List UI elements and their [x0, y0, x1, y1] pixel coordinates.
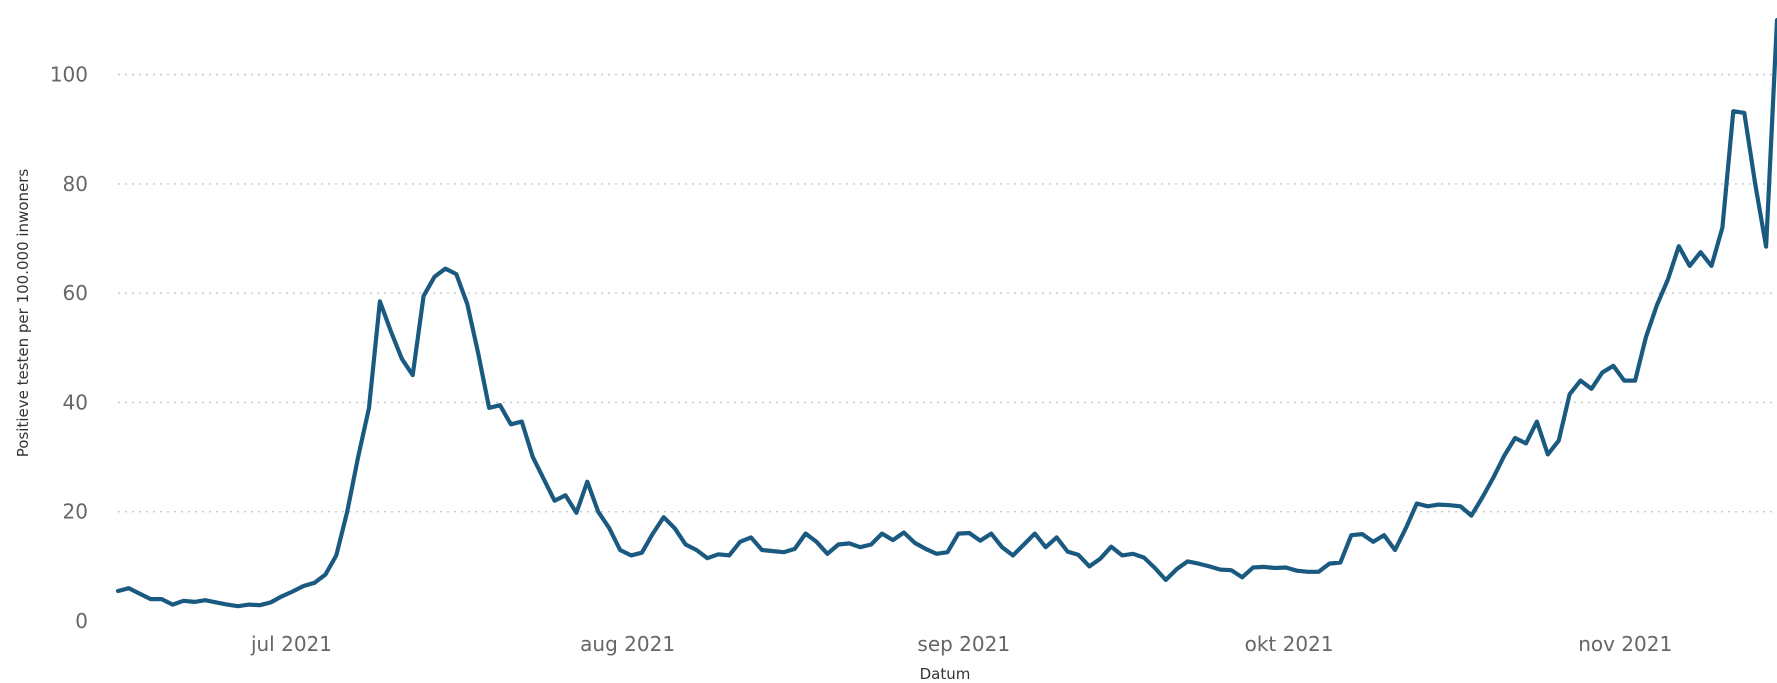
x-axis-ticks: jul 2021 aug 2021 sep 2021 okt 2021 nov 2021	[250, 632, 1672, 656]
x-tick-label: okt 2021	[1245, 632, 1334, 656]
x-tick-label: aug 2021	[580, 632, 675, 656]
y-tick-label: 20	[63, 500, 88, 524]
y-tick-label: 60	[63, 281, 88, 305]
x-tick-label: nov 2021	[1578, 632, 1672, 656]
y-axis-ticks: 0 20 40 60 80 100	[50, 63, 88, 633]
y-tick-label: 0	[75, 609, 88, 633]
y-tick-label: 80	[63, 172, 88, 196]
x-tick-label: sep 2021	[917, 632, 1010, 656]
x-axis-title: Datum	[920, 665, 971, 683]
series-layer	[115, 17, 1777, 609]
y-tick-label: 100	[50, 63, 88, 87]
y-tick-label: 40	[63, 390, 88, 414]
gridlines	[118, 73, 1775, 513]
x-tick-label: jul 2021	[250, 632, 332, 656]
series-line	[115, 17, 1777, 609]
y-axis-title: Positieve testen per 100.000 inwoners	[14, 169, 32, 458]
